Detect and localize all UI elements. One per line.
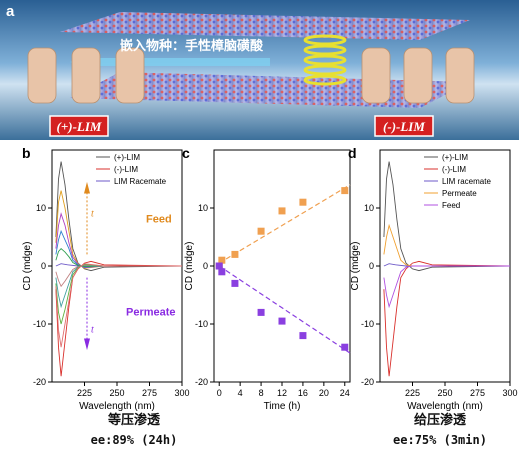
y-tick-label: 0	[41, 261, 46, 271]
series-line	[383, 260, 511, 377]
series-line	[55, 263, 182, 348]
x-tick-label: 250	[437, 388, 452, 398]
chart-b: b 225 250 275 300 -20 -10 0 10 Wavelength (nm) CD …	[22, 145, 190, 412]
annotation-t-up: t	[91, 209, 94, 220]
y-axis-label: CD (mdge)	[350, 242, 361, 291]
y-tick-label: -10	[33, 319, 46, 329]
x-tick-label: 24	[340, 388, 350, 398]
x-tick-label: 12	[277, 388, 287, 398]
legend-entry: Feed	[442, 201, 460, 210]
panel-a-letter: a	[6, 3, 15, 20]
data-point-permeate	[257, 308, 265, 316]
annotation-t-down: t	[91, 325, 94, 336]
series-line	[55, 161, 183, 272]
panel-a-caption: 嵌入物种：手性樟脑磺酸	[120, 38, 264, 54]
legend-entry: (+)-LIM	[442, 153, 468, 162]
x-axis-label: Wavelength (nm)	[407, 401, 483, 412]
data-point-feed	[299, 198, 307, 206]
legend-entry: (-)-LIM	[442, 165, 466, 174]
panel-letter: b	[22, 145, 31, 161]
x-tick-label: 20	[319, 388, 329, 398]
y-tick-label: -20	[195, 377, 208, 387]
arrow-down-icon	[84, 338, 90, 351]
legend-entry: (+)-LIM	[114, 153, 140, 162]
data-point-feed	[278, 207, 286, 215]
panel-letter: d	[348, 145, 357, 161]
y-tick-label: -20	[361, 377, 374, 387]
left-hands-icon	[27, 47, 145, 104]
panel-letter: c	[182, 145, 190, 161]
label-right-box	[374, 115, 434, 137]
label-left-box	[49, 115, 109, 137]
fit-line	[218, 184, 351, 264]
y-tick-label: -10	[361, 319, 374, 329]
x-tick-label: 16	[298, 388, 308, 398]
helix-icon	[303, 34, 347, 86]
y-tick-label: -10	[195, 319, 208, 329]
data-point-permeate	[231, 279, 239, 287]
arrow-up-icon	[84, 181, 90, 194]
label-left: (+)-LIM	[57, 119, 102, 134]
x-tick-label: 0	[217, 388, 222, 398]
x-tick-label: 300	[502, 388, 517, 398]
x-axis-label: Wavelength (nm)	[79, 401, 155, 412]
series-line	[55, 247, 182, 268]
legend-entry: LIM racemate	[442, 177, 491, 186]
footer-right-ee: ee:75% (3min)	[393, 433, 487, 447]
footer-right-title: 给压渗透	[414, 412, 466, 428]
x-tick-label: 8	[259, 388, 264, 398]
annotation-permeate: Permeate	[126, 306, 176, 318]
series-line	[383, 265, 510, 309]
series-line	[383, 161, 511, 272]
footer-left-ee: ee:89% (24h)	[91, 433, 178, 447]
data-point-permeate	[278, 317, 286, 325]
x-axis-label: Time (h)	[264, 401, 301, 412]
y-axis-label: CD (mdge)	[22, 242, 33, 291]
panel-a: a 嵌入物种：手性樟脑磺酸 (+)-LIM (-)-LIM	[0, 0, 519, 140]
data-point-permeate	[299, 332, 307, 340]
legend-entry: (-)-LIM	[114, 165, 138, 174]
y-tick-label: 0	[369, 261, 374, 271]
data-point-feed	[218, 256, 226, 264]
y-tick-label: 10	[36, 203, 46, 213]
legend-entry: LIM Racemate	[114, 177, 167, 186]
data-point-feed	[257, 227, 265, 235]
y-tick-label: 0	[203, 261, 208, 271]
y-tick-label: -20	[33, 377, 46, 387]
fit-line	[218, 265, 351, 354]
x-tick-label: 275	[470, 388, 485, 398]
x-tick-label: 275	[142, 388, 157, 398]
x-tick-label: 225	[405, 388, 420, 398]
y-tick-label: 10	[364, 203, 374, 213]
label-right: (-)-LIM	[383, 119, 425, 134]
footer-left-title: 等压渗透	[107, 412, 160, 428]
y-tick-label: 10	[198, 203, 208, 213]
annotation-feed: Feed	[146, 214, 172, 226]
x-tick-label: 250	[109, 388, 124, 398]
y-axis-label: CD (mdge)	[184, 242, 195, 291]
x-tick-label: 4	[238, 388, 243, 398]
data-point-permeate	[341, 343, 349, 351]
plot-frame	[213, 149, 351, 383]
right-hands-icon	[361, 47, 475, 104]
legend-entry: Permeate	[442, 189, 477, 198]
chart-c: c 0 4 8 12 16 20 24 -20 -10 0 10 Time (h) CD (mdge)	[182, 145, 351, 412]
chart-d: d 225 250 275 300 -20 -10 0 10 Wavelength (nm) CD …	[348, 145, 518, 412]
data-point-feed	[231, 250, 239, 258]
top-nanosheet	[60, 12, 470, 40]
data-point-feed	[341, 187, 349, 195]
data-point-permeate	[218, 268, 226, 276]
x-tick-label: 225	[77, 388, 92, 398]
x-tick-label: 300	[174, 388, 189, 398]
data-point-permeate	[215, 262, 223, 270]
